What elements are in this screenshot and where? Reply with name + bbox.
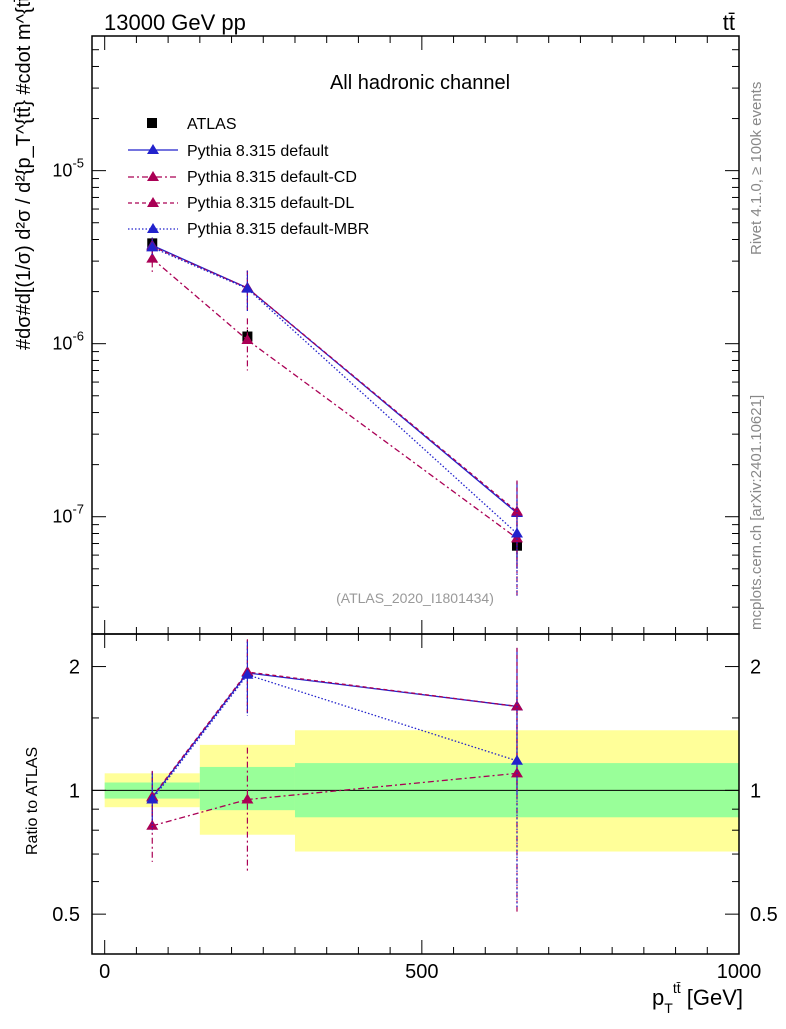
ratio-y-label: Ratio to ATLAS (24, 747, 41, 855)
legend-label-dl: Pythia 8.315 default-DL (187, 195, 354, 212)
legend-entry-cd: Pythia 8.315 default-CD (128, 169, 357, 186)
ratio-panel-frame (91, 633, 740, 955)
ratio-y-tick-label: 2 (69, 657, 80, 679)
series-pythia-8-315-default-line (151, 244, 518, 514)
series-pythia-8-315-default-mbr-point (146, 241, 159, 252)
series-pythia-8-315-default-cd-point (241, 334, 254, 345)
analysis-id: (ATLAS_2020_I1801434) (336, 590, 494, 606)
legend-entry-atlas: ATLAS (147, 116, 237, 133)
legend-label-cd: Pythia 8.315 default-CD (187, 169, 357, 186)
ratio-axes: 0.5 0.5 1 1 2 2 0 500 1000 (52, 634, 778, 983)
series-pythia-8-315-default-cd-point (146, 252, 159, 263)
series-pythia-8-315-default-cd-line (151, 258, 518, 539)
x-tick-label: 1000 (717, 961, 762, 983)
x-tick-label: 0 (99, 961, 110, 983)
process-label: tt̄ (723, 10, 735, 35)
ratio-pythia-8-315-default-mbr-point (241, 668, 254, 679)
series-pythia-8-315-default-mbr-point (241, 282, 254, 293)
x-axis-label: pTtt̄ [GeV] (652, 980, 743, 1016)
legend-entry-default: Pythia 8.315 default (128, 143, 329, 160)
series-pythia-8-315-default-dl-line (151, 245, 518, 513)
ratio-pythia-8-315-default-cd-point (146, 819, 159, 830)
main-y-tick-label: 10-6 (52, 329, 84, 354)
ratio-y-tick-label-right: 2 (750, 657, 761, 679)
ratio-y-tick-label-right: 0.5 (750, 904, 778, 926)
ratio-pythia-8-315-default-mbr-point (510, 754, 523, 765)
ratio-pythia-8-315-default-cd-point (510, 767, 523, 778)
ratio-pythia-8-315-default-mbr-point (146, 793, 159, 804)
legend-label-default: Pythia 8.315 default (187, 143, 329, 160)
series-pythia-8-315-default-mbr-line (152, 246, 518, 534)
ratio-y-tick-label-right: 1 (750, 780, 761, 802)
legend-entry-mbr: Pythia 8.315 default-MBR (128, 221, 369, 238)
rivet-label: Rivet 4.1.0, ≥ 100k events (748, 82, 765, 255)
ratio-y-tick-label: 1 (69, 780, 80, 802)
main-plot-area (146, 237, 523, 596)
legend: ATLAS Pythia 8.315 default Pythia 8.315 … (128, 116, 369, 238)
legend-label-atlas: ATLAS (187, 116, 237, 133)
main-y-tick-label: 10-7 (52, 502, 84, 527)
x-tick-label: 500 (405, 961, 438, 983)
series-pythia-8-315-default-mbr-point (510, 527, 523, 538)
main-y-label: #dσ#d[(1/σ) d²σ / d²{p_T^{tt̄} #cdot m^{… (13, 0, 35, 350)
ratio-plot-area (146, 639, 523, 915)
ratio-y-tick-label: 0.5 (52, 904, 80, 926)
legend-label-mbr: Pythia 8.315 default-MBR (187, 221, 369, 238)
main-y-tick-label: 10-5 (52, 156, 84, 181)
collision-label: 13000 GeV pp (104, 10, 246, 35)
mcplots-label: mcplots.cern.ch [arXiv:2401.10621] (748, 395, 765, 630)
legend-entry-dl: Pythia 8.315 default-DL (128, 195, 354, 212)
ratio-pythia-8-315-default-cd-point (241, 793, 254, 804)
ratio-pythia-8-315-default-dl-point (510, 700, 523, 711)
main-title: All hadronic channel (330, 72, 510, 94)
